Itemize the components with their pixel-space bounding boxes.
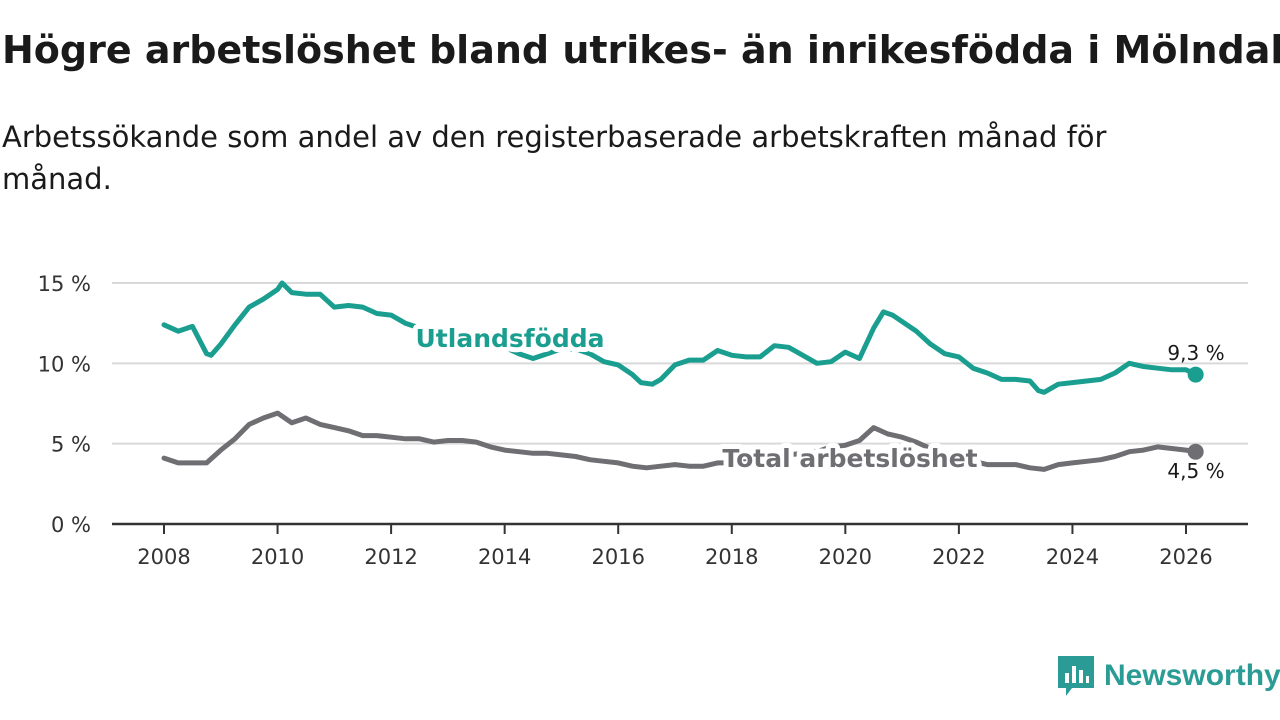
brand-logo: Newsworthy	[1058, 654, 1280, 698]
end-point-utlandsfodda	[1187, 366, 1204, 383]
x-tick-label: 2012	[364, 545, 417, 569]
series-labels: Utlandsfödda Total arbetslöshet 9,3 % 4,5 %	[411, 319, 1225, 483]
gridlines	[112, 282, 1248, 526]
x-tick-label: 2008	[137, 545, 190, 569]
x-tick-label: 2024	[1046, 545, 1099, 569]
x-axis-ticks: 2008 2010 2012 2014 2016 2018 2020 2022 2024 2026	[137, 524, 1213, 569]
y-tick-label: 15 %	[38, 272, 91, 296]
end-value-label-utlandsfodda: 9,3 %	[1167, 341, 1224, 365]
y-tick-label: 0 %	[51, 513, 91, 537]
brand-name: Newsworthy	[1104, 659, 1280, 692]
x-tick-label: 2026	[1159, 545, 1212, 569]
x-tick-label: 2022	[932, 545, 985, 569]
y-tick-label: 10 %	[38, 352, 91, 376]
line-chart: 0 %5 %10 %15 % 2008 2010 2012 2014 2016 2018 2…	[38, 272, 1248, 569]
y-axis-ticks: 0 % 5 % 10 % 15 %	[38, 272, 91, 537]
x-tick-label: 2018	[705, 545, 758, 569]
x-tick-label: 2016	[591, 545, 644, 569]
series-label-total: Total arbetslöshet	[722, 444, 977, 473]
chart-title: Högre arbetslöshet bland utrikes- än inr…	[2, 28, 1280, 72]
series-line-total	[161, 410, 1199, 472]
end-point-total	[1187, 443, 1204, 460]
series-line-utlandsfodda	[161, 280, 1199, 395]
x-tick-label: 2020	[819, 545, 872, 569]
x-tick-label: 2014	[478, 545, 531, 569]
chart-subtitle: Arbetssökande som andel av den registerb…	[2, 120, 1107, 196]
series-label-utlandsfodda: Utlandsfödda	[416, 324, 605, 353]
x-tick-label: 2010	[251, 545, 304, 569]
y-tick-label: 5 %	[51, 433, 91, 457]
end-value-label-total: 4,5 %	[1167, 459, 1224, 483]
newsworthy-logo-icon	[1058, 656, 1094, 696]
series-lines	[161, 280, 1204, 472]
